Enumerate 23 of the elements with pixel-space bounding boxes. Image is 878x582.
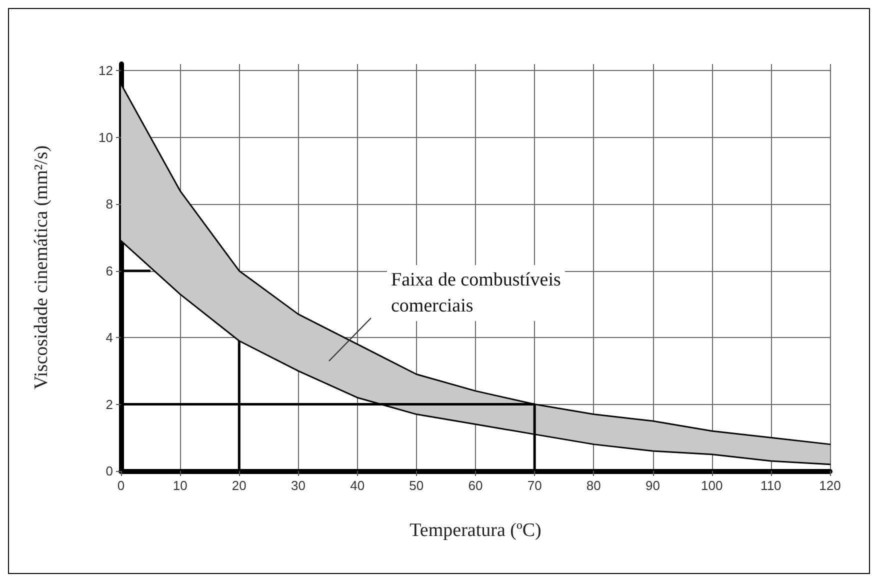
y-axis-title: Viscosidade cinemática (mm²/s) [31,145,52,390]
x-tick-label: 80 [586,478,601,493]
y-tick-label: 6 [106,263,113,278]
y-tick-label: 4 [106,330,113,346]
y-tick-label: 10 [98,130,113,145]
x-tick-label: 110 [760,478,782,493]
x-tick-label: 120 [819,478,841,493]
x-tick-label: 90 [646,478,660,493]
x-tick-label: 50 [409,478,424,493]
y-tick-label: 12 [98,63,113,78]
y-tick-label: 8 [106,196,113,212]
x-tick-label: 70 [527,478,542,493]
x-tick-label: 100 [700,478,723,493]
annotation: Faixa de combustíveis comerciais [391,270,561,316]
y-tick-label: 2 [106,396,113,412]
x-tick-label: 30 [291,478,306,493]
x-tick-label: 10 [172,478,188,493]
x-tick-label: 0 [117,478,125,493]
x-tick-label: 40 [350,478,365,493]
x-tick-label: 20 [232,478,246,493]
y-tick-label: 0 [106,464,113,478]
x-tick-label: 60 [468,478,483,493]
x-axis-title: Temperatura (ºC) [410,520,542,541]
